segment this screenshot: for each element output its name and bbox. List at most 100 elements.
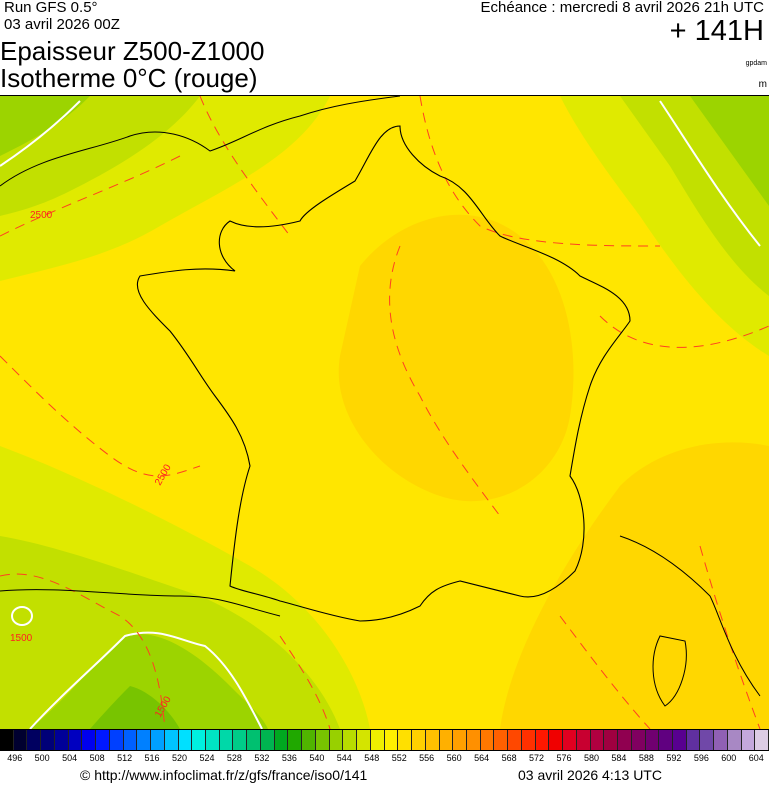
color-scale-label: 588 [638,753,654,763]
thickness-unit: gpdam [745,60,767,67]
color-scale-label: 532 [254,753,270,763]
color-scale-cell [618,730,632,750]
color-scale-cell [384,730,399,750]
color-scale-cell [453,730,467,750]
color-scale-label: 500 [34,753,50,763]
color-scale-label: 572 [529,753,545,763]
fill-dkgreen-sw [90,686,180,729]
spain-border [0,589,281,617]
color-scale-cell [631,730,646,750]
map-title: Epaisseur Z500-Z1000 [0,36,265,66]
fill-orange-center [338,214,574,502]
color-scale-cell [260,730,275,750]
color-scale-label: 560 [446,753,462,763]
color-scale-label: 604 [748,753,764,763]
color-scale-cell [123,730,138,750]
color-scale-cell [576,730,591,750]
color-scale-cell [302,730,316,750]
generation-time: 03 avril 2026 4:13 UTC [518,767,662,783]
color-scale-cell [439,730,454,750]
color-scale-cell [755,730,769,750]
fill-green-sw [30,634,268,729]
italy-coast [619,535,761,697]
color-scale-cell [247,730,261,750]
color-scale-label: 524 [199,753,215,763]
color-scale-cell [508,730,522,750]
model-run-label: Run GFS 0.5° [4,0,98,16]
color-scale-cell [96,730,110,750]
color-scale-cell [164,730,179,750]
color-scale-label: 576 [556,753,572,763]
color-scale-cell [329,730,344,750]
color-scale-cell [315,730,330,750]
color-scale-label: 528 [226,753,242,763]
color-scale-label: 536 [281,753,297,763]
contour-white-sw [29,631,263,730]
corsica [652,635,687,707]
color-scale-cell [274,730,289,750]
color-scale-cell [700,730,715,750]
color-scale-cell [494,730,509,750]
color-scale-label: 568 [501,753,517,763]
color-scale-label: 556 [419,753,435,763]
color-scale-cell [178,730,193,750]
fill-green-nw [0,96,90,156]
color-scale-label: 544 [336,753,352,763]
source-url: © http://www.infoclimat.fr/z/gfs/france/… [80,767,368,783]
color-scale-cell [357,730,371,750]
color-scale-cell [741,730,756,750]
color-scale-cell [54,730,69,750]
color-scale-cell [219,730,234,750]
color-scale-cell [535,730,550,750]
color-scale-cell [425,730,440,750]
color-scale-label: 496 [7,753,23,763]
color-scale-cell [412,730,426,750]
color-scale-label: 520 [172,753,188,763]
color-scale-cell [137,730,152,750]
color-scale-cell [233,730,248,750]
color-scale-cell [343,730,358,750]
isotherm-unit: m [758,79,767,90]
color-scale-cell [590,730,605,750]
color-scale-labels: 496 500 504 508 512 516 520 524 528 532 536 540 544 5… [0,753,769,765]
color-scale-label: 512 [117,753,133,763]
color-scale-cell [288,730,303,750]
color-scale-label: 596 [693,753,709,763]
color-scale-label: 580 [583,753,599,763]
color-scale-label: 516 [144,753,160,763]
color-scale-label: 592 [666,753,682,763]
color-scale-cell [659,730,673,750]
run-date: 03 avril 2026 00Z [4,16,120,33]
contour-white-loop [11,606,33,626]
color-scale-cell [466,730,481,750]
color-scale-label: 552 [391,753,407,763]
fill-green-ne [690,96,769,206]
isotherm-label: 1500 [10,633,33,644]
color-scale-cell [686,730,701,750]
color-scale-cell [604,730,619,750]
color-scale-label: 508 [89,753,105,763]
contour-white-nw [0,100,81,167]
color-scale-cell [398,730,413,750]
isotherm-label: 2500 [30,210,53,221]
color-scale-cell [645,730,660,750]
color-scale-label: 600 [721,753,737,763]
color-scale-cell [0,730,14,750]
fill-orange-se [500,442,769,729]
forecast-valid-time: Echéance : mercredi 8 avril 2026 21h UTC [480,0,764,16]
lead-time: + 141H [669,15,764,47]
weather-map: 2500 2500 1500 1500 [0,95,769,730]
color-scale-cell [714,730,728,750]
color-scale-cell [370,730,385,750]
color-scale-label: 548 [364,753,380,763]
color-scale-cell [206,730,220,750]
map-canvas: 2500 2500 1500 1500 [0,95,769,730]
color-scale-label: 504 [62,753,78,763]
color-scale-cell [563,730,577,750]
color-scale-cell [521,730,536,750]
color-scale-cell [27,730,42,750]
map-subtitle: Isotherme 0°C (rouge) [0,63,258,93]
uk-coast [0,95,401,187]
color-scale-cell [727,730,742,750]
france-coastline [136,125,631,622]
